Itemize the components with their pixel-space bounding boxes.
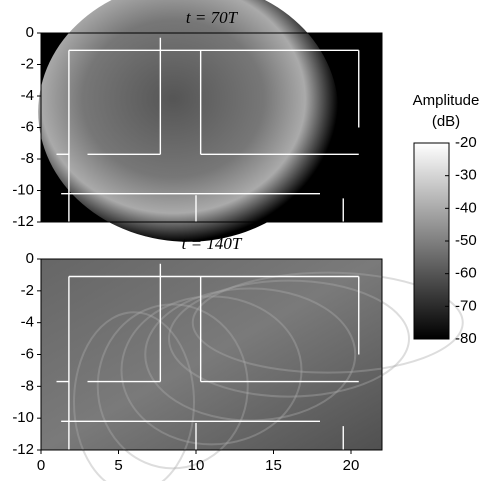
colorbar-tick-label: -80 xyxy=(455,330,477,347)
y-tick-label: -6 xyxy=(21,345,34,362)
x-tick-label: 20 xyxy=(343,457,360,474)
wavefront xyxy=(168,279,410,398)
wavefront xyxy=(120,295,303,446)
y-tick-label: -12 xyxy=(12,213,34,230)
colorbar-tick-label: -60 xyxy=(455,265,477,282)
y-tick-label: -10 xyxy=(12,181,34,198)
colorbar-label: Amplitude xyxy=(413,92,480,109)
x-tick-label: 10 xyxy=(188,457,205,474)
y-tick-label: -10 xyxy=(12,409,34,426)
plot-title: t = 70T xyxy=(186,8,239,27)
heatmap xyxy=(38,0,382,242)
y-tick-label: -2 xyxy=(21,282,34,299)
wavefront xyxy=(73,311,195,481)
colorbar-tick-label: -20 xyxy=(455,134,477,151)
colorbar-tick-label: -40 xyxy=(455,199,477,216)
x-tick-label: 5 xyxy=(114,457,122,474)
x-tick-label: 0 xyxy=(37,457,45,474)
y-tick-label: -8 xyxy=(21,377,34,394)
x-tick-label: 15 xyxy=(265,457,282,474)
plot-title: t = 140T xyxy=(182,234,243,253)
colorbar-label: (dB) xyxy=(432,113,460,130)
wavefront xyxy=(96,303,249,470)
wavefront xyxy=(191,271,464,374)
colorbar-tick-label: -70 xyxy=(455,297,477,314)
y-tick-label: 0 xyxy=(26,24,34,41)
heatmap-background xyxy=(41,259,382,450)
y-tick-label: -6 xyxy=(21,118,34,135)
wavefront xyxy=(144,287,357,422)
heatmap xyxy=(41,259,464,481)
y-tick-label: -4 xyxy=(21,314,34,331)
wavefront xyxy=(38,0,339,242)
y-tick-label: -4 xyxy=(21,87,34,104)
colorbar xyxy=(413,142,450,340)
y-tick-label: -12 xyxy=(12,441,34,458)
y-tick-label: -8 xyxy=(21,150,34,167)
colorbar-tick-label: -30 xyxy=(455,167,477,184)
colorbar-tick-label: -50 xyxy=(455,232,477,249)
y-tick-label: -2 xyxy=(21,55,34,72)
y-tick-label: 0 xyxy=(26,250,34,267)
